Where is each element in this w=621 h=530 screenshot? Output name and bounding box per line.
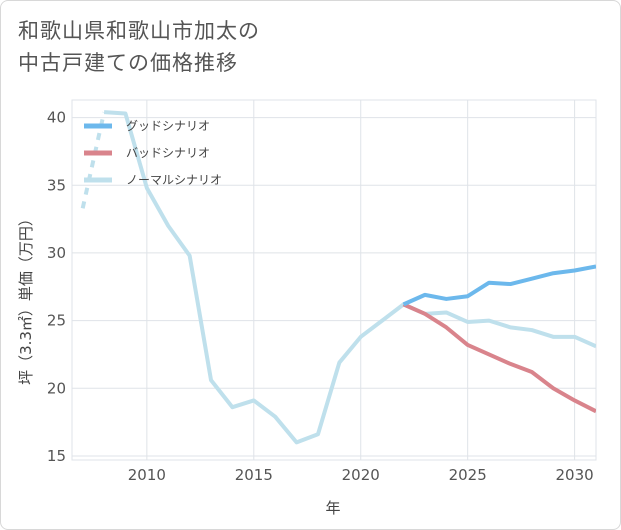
series-line-bad	[402, 302, 596, 414]
chart-title-line-2: 中古戸建ての価格推移	[18, 51, 238, 75]
x-tick-label: 2010	[128, 466, 166, 484]
legend-label: ノーマルシナリオ	[126, 173, 222, 187]
y-tick-label: 40	[47, 109, 66, 127]
y-tick-label: 30	[47, 244, 66, 262]
x-axis-label: 年	[325, 499, 340, 517]
x-tick-labels: 2010 2015 2020 2025 2030	[128, 466, 594, 484]
y-tick-label: 20	[47, 379, 66, 397]
series-line-normal-dashed	[80, 111, 107, 209]
y-tick-labels: 15 20 25 30 35 40	[47, 109, 66, 465]
legend-label: バッドシナリオ	[126, 146, 210, 160]
x-tick-label: 2015	[235, 466, 273, 484]
y-tick-label: 15	[47, 447, 66, 465]
chart-title-line-1: 和歌山県和歌山市加太の	[18, 19, 260, 43]
chart-title: 和歌山県和歌山市加太の 中古戸建ての価格推移	[18, 15, 260, 79]
plot-frame	[71, 99, 597, 461]
grid-lines	[71, 99, 597, 461]
y-axis-label: 坪（3.3㎡）単価（万円）	[17, 211, 35, 385]
series-line-good	[402, 264, 596, 307]
legend-item-good: グッドシナリオ	[84, 119, 210, 133]
legend-item-bad: バッドシナリオ	[84, 146, 210, 160]
legend-label: グッドシナリオ	[126, 119, 210, 133]
y-tick-label: 25	[47, 312, 66, 330]
x-tick-label: 2020	[342, 466, 380, 484]
y-tick-label: 35	[47, 176, 66, 194]
x-tick-label: 2030	[556, 466, 594, 484]
x-tick-label: 2025	[449, 466, 487, 484]
legend-item-normal: ノーマルシナリオ	[84, 173, 222, 187]
series-lines	[80, 110, 596, 445]
series-line-normal	[103, 110, 596, 445]
